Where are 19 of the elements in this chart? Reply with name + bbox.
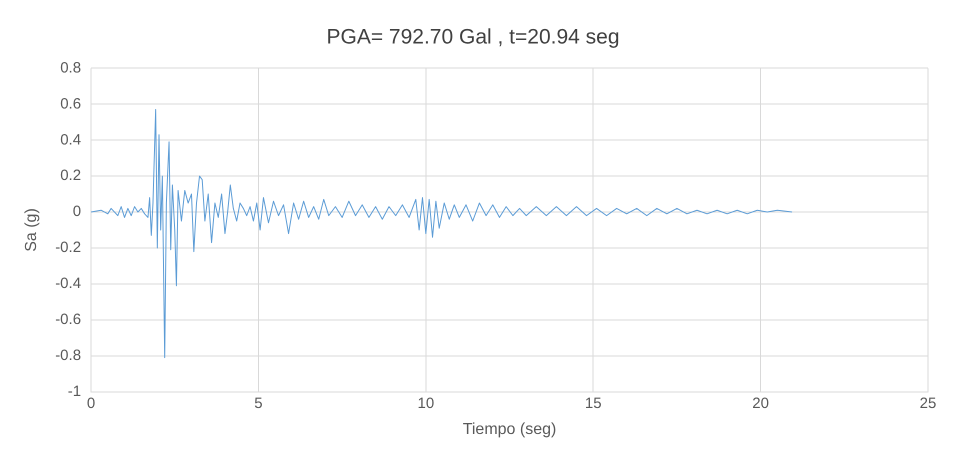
y-tick-label: 0.4 xyxy=(60,131,82,148)
chart-title: PGA= 792.70 Gal , t=20.94 seg xyxy=(326,25,620,48)
x-tick-label: 0 xyxy=(86,394,96,412)
y-tick-label: -0.2 xyxy=(55,239,82,256)
y-tick-label: 0.6 xyxy=(60,95,82,112)
y-tick-label: -0.6 xyxy=(55,311,82,328)
x-tick-label: 10 xyxy=(417,394,434,412)
y-tick-label: 0.8 xyxy=(60,59,82,76)
y-tick-label: -0.8 xyxy=(55,346,82,364)
y-tick-label: 0 xyxy=(72,203,82,220)
y-axis-title: Sa (g) xyxy=(23,208,40,252)
x-tick-label: 15 xyxy=(584,394,602,412)
x-axis-title: Tiempo (seg) xyxy=(462,420,556,438)
y-tick-label: -0.4 xyxy=(55,275,82,292)
x-tick-label: 5 xyxy=(254,394,263,412)
x-tick-label: 20 xyxy=(752,394,769,412)
x-tick-label: 25 xyxy=(920,394,936,412)
y-tick-label: 0.2 xyxy=(60,167,82,184)
y-tick-label: -1 xyxy=(68,382,82,400)
